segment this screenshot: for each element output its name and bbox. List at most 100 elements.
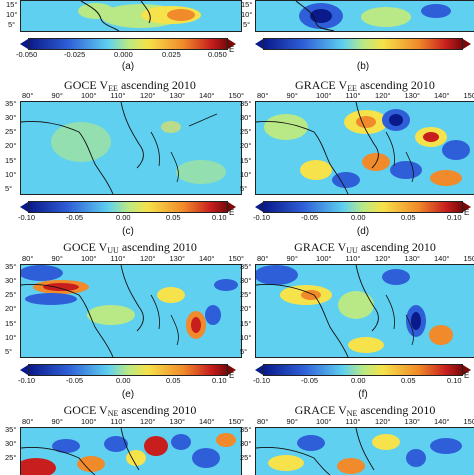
- colorbar-unit: E: [229, 46, 234, 54]
- map-panel-a: [20, 0, 242, 32]
- lon-tick: 130°: [405, 255, 421, 263]
- lat-tick: 15°: [240, 157, 251, 165]
- colorbar-tick: 0.05: [166, 214, 181, 222]
- lon-tick: 130°: [405, 92, 421, 100]
- lat-tick: 10°: [5, 171, 16, 179]
- map-panel-g: [20, 427, 242, 475]
- lon-tick: 80°: [257, 418, 268, 426]
- lat-tick: 10°: [5, 334, 16, 342]
- panel-title-tail: ascending 2010: [118, 403, 196, 417]
- lon-tick: 120°: [375, 92, 391, 100]
- lon-tick: 140°: [434, 255, 450, 263]
- lat-tick: 25°: [240, 128, 251, 136]
- lon-tick: 120°: [140, 255, 156, 263]
- lat-tick: 35°: [5, 100, 16, 108]
- lat-tick: 25°: [240, 454, 251, 462]
- lat-tick: 35°: [240, 426, 251, 434]
- panel-title-tail: ascending 2010: [358, 240, 436, 254]
- colorbar-unit: E: [229, 209, 234, 217]
- colorbar-tick: 0.000: [114, 51, 133, 59]
- lon-tick: 110°: [111, 92, 126, 100]
- map-panel-b: [255, 0, 474, 32]
- colorbar-1: [28, 38, 228, 50]
- colorbar-tick: -0.10: [18, 377, 35, 385]
- lon-tick: 140°: [199, 418, 215, 426]
- lon-tick: 80°: [257, 92, 268, 100]
- lon-tick: 100°: [81, 92, 97, 100]
- colorbar-tick: 0.10: [447, 214, 462, 222]
- map-panel-h: [255, 427, 474, 475]
- lat-tick: 10°: [241, 11, 252, 19]
- lon-tick: 90°: [52, 255, 63, 263]
- lon-tick: 90°: [287, 255, 298, 263]
- lat-tick: 35°: [240, 263, 251, 271]
- lon-tick: 110°: [111, 255, 126, 263]
- colorbar-6-min-arrow: [255, 365, 263, 375]
- colorbar-6: [263, 364, 463, 376]
- colorbar-unit: E: [464, 209, 469, 217]
- lon-tick: 90°: [287, 418, 298, 426]
- lon-tick: 80°: [22, 418, 33, 426]
- lat-tick: 15°: [6, 1, 17, 9]
- lat-tick: 30°: [240, 114, 251, 122]
- colorbar-tick: 0.05: [166, 377, 181, 385]
- lat-tick: 30°: [5, 277, 16, 285]
- panel-title-main: GOCE V: [64, 403, 108, 417]
- colorbar-tick: 0.00: [351, 377, 366, 385]
- colorbar-3-min-arrow: [20, 202, 28, 212]
- colorbar-tick: 0.05: [401, 377, 416, 385]
- lat-tick: 35°: [240, 100, 251, 108]
- colorbar-tick: 0.10: [212, 377, 227, 385]
- colorbar-5: [28, 364, 228, 376]
- colorbar-tick: -0.05: [301, 214, 318, 222]
- lat-tick: 30°: [240, 277, 251, 285]
- lon-tick: 150°: [464, 92, 474, 100]
- lat-tick: 10°: [240, 334, 251, 342]
- lat-tick: 25°: [240, 291, 251, 299]
- panel-label: (c): [113, 226, 143, 238]
- colorbar-tick: 0.050: [208, 51, 227, 59]
- colorbar-4-min-arrow: [255, 202, 263, 212]
- panel-label: (b): [348, 61, 378, 73]
- colorbar-tick: 0.10: [212, 214, 227, 222]
- lat-tick: 30°: [5, 114, 16, 122]
- lon-tick: 80°: [22, 92, 33, 100]
- colorbar-tick: -0.05: [66, 377, 83, 385]
- lon-tick: 130°: [170, 92, 186, 100]
- panel-title-main: GOCE V: [63, 240, 107, 254]
- colorbar-unit: E: [229, 372, 234, 380]
- lon-tick: 100°: [81, 418, 97, 426]
- colorbar-tick: -0.05: [66, 214, 83, 222]
- lat-tick: 5°: [240, 348, 247, 356]
- lon-tick: 100°: [316, 418, 332, 426]
- colorbar-tick: -0.05: [301, 377, 318, 385]
- lat-tick: 25°: [5, 291, 16, 299]
- lon-tick: 100°: [316, 255, 332, 263]
- lon-tick: 150°: [464, 418, 474, 426]
- colorbar-tick: -0.10: [253, 214, 270, 222]
- lon-tick: 80°: [22, 255, 33, 263]
- lon-tick: 90°: [52, 92, 63, 100]
- panel-title-tail: ascending 2010: [357, 403, 435, 417]
- lat-tick: 5°: [8, 21, 15, 29]
- colorbar-tick: 0.00: [116, 214, 131, 222]
- lon-tick: 150°: [464, 255, 474, 263]
- colorbar-2-max-arrow: [463, 39, 471, 49]
- colorbar-tick: 0.00: [116, 377, 131, 385]
- lon-tick: 110°: [111, 418, 126, 426]
- panel-title-main: GRACE V: [294, 240, 346, 254]
- colorbar-tick: -0.025: [64, 51, 85, 59]
- lon-tick: 90°: [52, 418, 63, 426]
- colorbar-tick: 0.025: [162, 51, 181, 59]
- lon-tick: 140°: [199, 92, 215, 100]
- lat-tick: 5°: [5, 348, 12, 356]
- panel-title-main: GRACE V: [295, 403, 347, 417]
- lat-tick: 20°: [240, 305, 251, 313]
- lon-tick: 100°: [316, 92, 332, 100]
- panel-title-main: GOCE V: [64, 78, 108, 92]
- lat-tick: 30°: [240, 440, 251, 448]
- lon-tick: 100°: [81, 255, 97, 263]
- lon-tick: 130°: [170, 418, 186, 426]
- lat-tick: 20°: [5, 305, 16, 313]
- lat-tick: 20°: [5, 142, 16, 150]
